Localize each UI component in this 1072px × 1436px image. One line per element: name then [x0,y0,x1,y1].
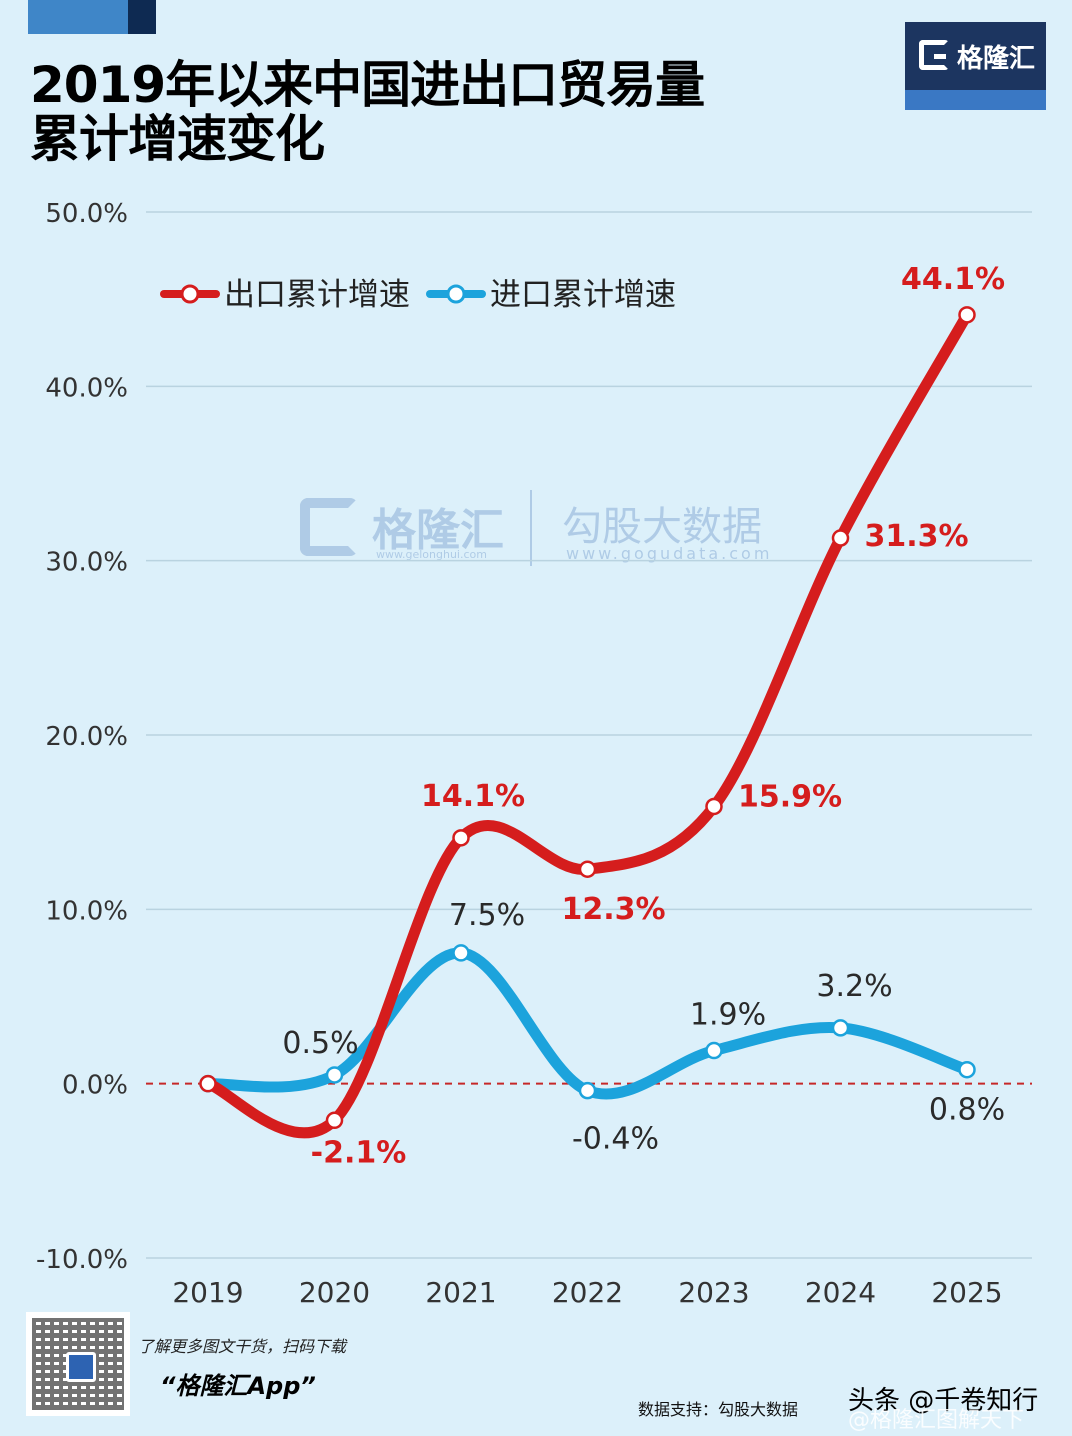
export-series-line [202,309,973,1139]
import-data-label: -0.4% [572,1122,659,1157]
export-data-point [325,1111,344,1130]
export-data-point [452,829,470,847]
brand-logo: 格隆汇 [905,22,1046,110]
import-data-label: 1.9% [690,998,766,1033]
axis-layer: -10.0% 0.0% 10.0% 20.0% 30.0% 40.0% 50.0% 2019 2… [36,199,1003,1309]
brand-logo-text: 格隆汇 [957,44,1036,74]
watermark-divider [530,490,532,566]
footer-app-name: “格隆汇App” [160,1372,316,1400]
chart-title-line1: 2019年以来中国进出口贸易量 [30,56,705,114]
export-data-point [831,529,850,547]
import-data-point [958,1060,976,1079]
export-data-label: 31.3% [864,519,968,554]
export-data-point [199,1074,217,1093]
footer-handle-sub: @格隆汇图解天下 [848,1408,1025,1433]
import-data-label: 3.2% [816,969,892,1004]
brand-logo-icon [919,40,949,70]
import-data-point [325,1066,344,1084]
footer-handle: 头条 @千卷知行 [848,1386,1039,1416]
y-tick-label: 30.0% [45,548,128,578]
brand-logo-stripe [905,90,1046,110]
import-data-label: 0.8% [929,1093,1005,1128]
watermark-brand: 格隆汇 [372,505,504,556]
footer-promo: 了解更多图文干货，扫码下载 [138,1337,347,1356]
series-layer [199,306,976,1139]
qr-code [26,1312,130,1416]
export-data-point [958,306,976,324]
qr-code-logo-icon [66,1352,96,1382]
import-data-point [578,1081,597,1100]
legend-label: 进口累计增速 [490,277,676,313]
legend: 出口累计增速 进口累计增速 [160,277,676,313]
x-tick-label: 2020 [299,1276,370,1309]
x-tick-label: 2022 [552,1276,623,1309]
y-tick-label: 0.0% [62,1071,128,1101]
import-data-point [452,944,470,962]
y-tick-label: -10.0% [36,1245,128,1275]
watermark: 格隆汇 www.gelonghui.com 勾股大数据 www.gogudata… [300,490,790,570]
y-tick-label: 40.0% [45,373,128,403]
x-tick-label: 2025 [931,1276,1002,1309]
export-data-label: 12.3% [561,892,665,927]
x-tick-label: 2021 [425,1276,496,1309]
export-data-label: 44.1% [901,262,1005,297]
export-data-point [578,860,597,878]
import-data-label: 7.5% [449,898,525,933]
legend-label: 出口累计增速 [224,277,410,313]
watermark-data-brand: 勾股大数据 [562,504,762,550]
watermark-logo-icon [300,498,358,556]
chart-title: 2019年以来中国进出口贸易量 累计增速变化 [30,58,850,166]
x-tick-label: 2019 [172,1276,243,1309]
export-data-label: 15.9% [738,779,842,814]
y-tick-label: 20.0% [45,722,128,752]
export-data-point [705,797,723,816]
header-accent-dark [128,0,156,34]
export-data-label: 14.1% [421,779,525,814]
y-tick-label: 50.0% [45,199,128,229]
legend-swatch-marker [180,284,200,304]
legend-swatch-marker [446,284,466,304]
chart-title-line2: 累计增速变化 [30,110,325,168]
watermark-brand-url: www.gelonghui.com [376,548,487,561]
watermark-data-url: www.gogudata.com [566,544,773,563]
y-tick-label: 10.0% [45,896,128,926]
import-data-point [831,1019,850,1037]
import-data-label: 0.5% [282,1026,358,1061]
footer-source: 数据支持：勾股大数据 [638,1400,799,1419]
x-tick-label: 2024 [805,1276,876,1309]
grid-layer [146,211,1032,1259]
data-label-layer: 0.5% 7.5% -0.4% 1.9% 3.2% 0.8% -2.1% 14.1% 12.3%… [282,262,1005,1170]
x-tick-label: 2023 [678,1276,749,1309]
export-data-label: -2.1% [311,1135,407,1170]
import-data-point [705,1041,723,1060]
